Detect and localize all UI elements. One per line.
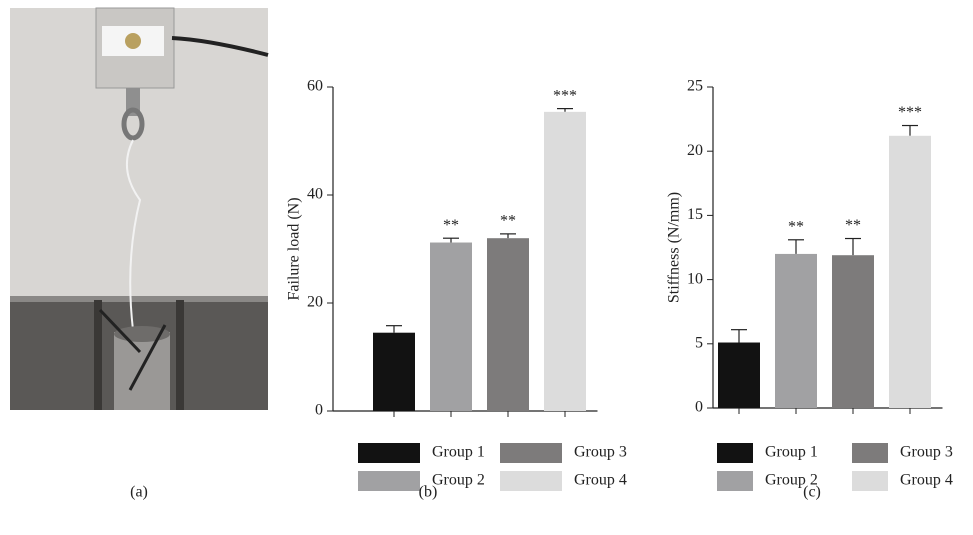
bar [373,333,415,411]
bar [832,255,874,408]
photo-table-edge [10,296,268,302]
photo-logo [125,33,141,49]
significance-label: *** [553,87,577,104]
significance-label: ** [443,217,459,234]
y-tick-label: 40 [307,186,323,203]
legend-label: Group 4 [900,472,953,489]
bar [889,136,931,408]
bar [775,254,817,408]
legend-swatch [717,471,753,491]
legend-swatch [852,443,888,463]
bar [718,343,760,408]
legend-label: Group 3 [900,444,953,461]
legend-swatch [500,443,562,463]
photo-slot [94,300,102,410]
significance-label: *** [898,104,922,121]
photo-cup [114,332,170,410]
legend-swatch [500,471,562,491]
significance-label: ** [788,218,804,235]
y-tick-label: 10 [687,270,703,287]
photo: (a) [10,8,268,501]
legend-swatch [717,443,753,463]
figure: (a) 0204060Failure load (N)*******Group … [0,0,973,535]
y-tick-label: 25 [687,78,703,95]
legend-label: Group 2 [432,472,485,489]
y-axis-label: Failure load (N) [286,197,303,300]
bar [544,112,586,411]
bar [487,238,529,411]
y-tick-label: 5 [695,334,703,351]
significance-label: ** [845,217,861,234]
y-tick-label: 0 [315,402,323,419]
legend-swatch [358,443,420,463]
legend-swatch [358,471,420,491]
y-tick-label: 0 [695,399,703,416]
panel-label: (b) [419,484,438,501]
y-axis-label: Stiffness (N/mm) [666,192,683,303]
legend-label: Group 1 [432,444,485,461]
panel-label: (c) [803,484,821,501]
legend-label: Group 4 [574,472,627,489]
legend-label: Group 1 [765,444,818,461]
y-tick-label: 20 [687,142,703,159]
y-tick-label: 60 [307,78,323,95]
photo-slot [176,300,184,410]
legend-swatch [852,471,888,491]
y-tick-label: 20 [307,294,323,311]
bar [430,243,472,411]
legend-label: Group 3 [574,444,627,461]
y-tick-label: 15 [687,206,703,223]
significance-label: ** [500,213,516,230]
panel-label: (a) [130,484,148,501]
